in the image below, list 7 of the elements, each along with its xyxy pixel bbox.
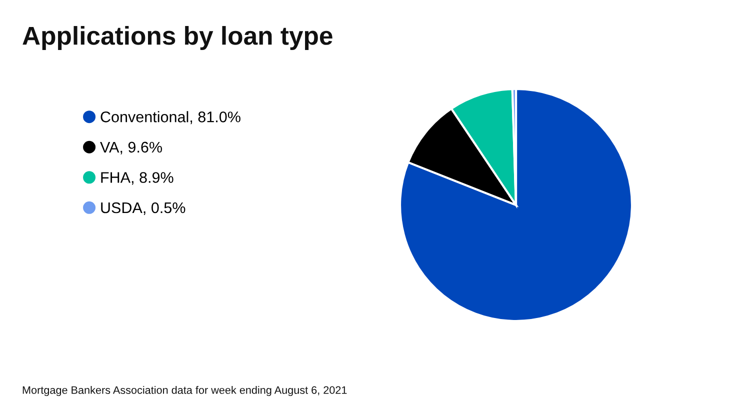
text: Mortgage Bankers Association data for week ending August 6, 2021 <box>22 386 347 396</box>
legend-label: FHA, 8.9% <box>101 172 174 185</box>
legend-label: USDA, 0.5% <box>101 202 186 215</box>
chart-title: Applications by loan type <box>22 26 332 50</box>
legend-label: VA, 9.6% <box>100 142 162 154</box>
pie-slice <box>398 88 634 322</box>
legend-label: Conventional, 81.0% <box>100 111 240 124</box>
